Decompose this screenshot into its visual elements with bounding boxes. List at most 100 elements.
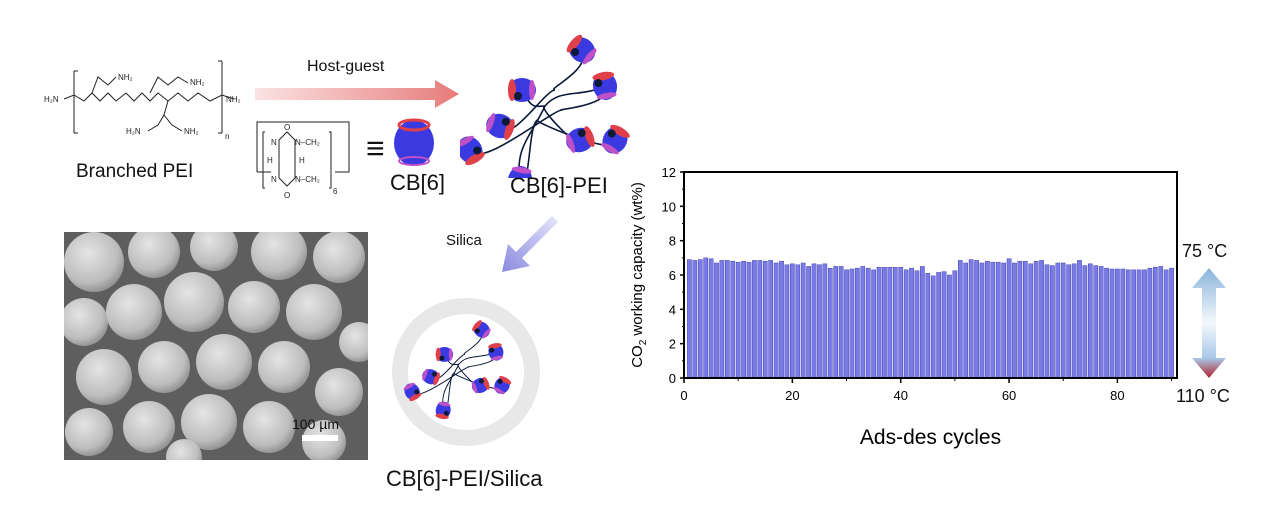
- bar: [947, 274, 952, 379]
- h-label: H: [267, 156, 273, 165]
- cb6-unit-icon: [435, 347, 454, 362]
- bar: [697, 259, 703, 379]
- bar: [1039, 260, 1044, 379]
- x-tick-label: 80: [1110, 388, 1124, 403]
- silica-sphere: [243, 401, 295, 453]
- co2-capacity-bar-chart: 0 2 4 6 8 10 12 0 20 40 60 80 Ads-des cycles CO2 work…: [629, 165, 1178, 449]
- nh2-label: NH₂: [118, 73, 133, 82]
- h2n-label: H₂N: [44, 95, 59, 104]
- bar: [909, 267, 914, 379]
- bar: [1131, 269, 1136, 379]
- bar: [1060, 262, 1066, 379]
- bar: [779, 261, 784, 379]
- cb6-pei-label: CB[6]-PEI: [510, 173, 608, 198]
- cb6-unit-icon: [435, 401, 451, 420]
- ch2-label: N–CH₂: [295, 175, 320, 184]
- bar: [1163, 269, 1169, 379]
- desorption-temp-label: 110 °C: [1176, 386, 1230, 406]
- bar: [941, 271, 947, 379]
- cb6-unit-icon: [422, 368, 440, 386]
- bar: [708, 258, 714, 379]
- cb6-pei-silica-label: CB[6]-PEI/Silica: [386, 466, 543, 491]
- bar: [952, 270, 958, 379]
- cb6-unit-icon: [493, 376, 512, 395]
- bar: [887, 267, 893, 379]
- bar: [1109, 268, 1115, 379]
- bar: [800, 262, 806, 379]
- bar: [1153, 267, 1158, 379]
- bar: [725, 260, 730, 379]
- silica-arrow: [502, 216, 558, 272]
- bar: [838, 266, 844, 379]
- bar: [1066, 264, 1071, 379]
- silica-sphere: [251, 232, 307, 280]
- bar: [974, 260, 979, 379]
- bar: [719, 260, 725, 379]
- silica-sphere: [64, 232, 124, 292]
- silica-sphere: [106, 284, 162, 340]
- x-axis-label: Ads-des cycles: [860, 426, 1001, 449]
- branched-pei-label: Branched PEI: [76, 161, 194, 182]
- silica-sphere: [190, 232, 238, 271]
- cb6-pei-complex: [460, 34, 630, 178]
- cb6-unit-icon: [486, 113, 515, 140]
- scale-bar-label: 100 µm: [292, 416, 339, 432]
- silica-sphere: [181, 394, 237, 450]
- silica-sphere: [164, 272, 224, 332]
- bar: [968, 259, 974, 379]
- bar: [822, 263, 828, 379]
- bar: [1093, 265, 1099, 379]
- y-tick-label: 10: [662, 199, 676, 214]
- bar: [1028, 263, 1034, 379]
- silica-sphere: [138, 341, 190, 393]
- bar: [714, 262, 719, 379]
- bar: [768, 260, 773, 379]
- bar: [849, 268, 855, 379]
- o-label: O: [284, 123, 290, 132]
- bar: [914, 270, 920, 379]
- bar: [930, 275, 936, 379]
- bar: [1012, 262, 1017, 379]
- bar: [1142, 269, 1147, 379]
- bar: [1136, 269, 1142, 379]
- bar: [762, 261, 768, 379]
- nh2-label: NH₂: [226, 95, 241, 104]
- silica-sphere: [123, 401, 175, 453]
- host-guest-arrow: [255, 80, 459, 108]
- bar: [882, 267, 887, 379]
- bar: [827, 267, 833, 379]
- h-label: H: [299, 156, 305, 165]
- cb6-unit-icon: [488, 343, 504, 361]
- nh2-label: NH₂: [190, 78, 205, 87]
- equivalent-sign: ≡: [366, 130, 385, 166]
- cb6-unit-icon: [471, 376, 490, 394]
- bar: [752, 260, 757, 379]
- bar: [1088, 263, 1093, 379]
- cb6-structure: O O N N N–CH₂ N–CH₂ H H 6: [256, 121, 350, 200]
- bar: [1033, 261, 1039, 379]
- bar: [1055, 262, 1061, 379]
- silica-sphere: [339, 322, 368, 362]
- cb6-unit-icon: [460, 135, 485, 166]
- y-tick-label: 12: [662, 165, 676, 180]
- y-tick-label: 0: [669, 371, 676, 386]
- x-tick-label: 60: [1002, 388, 1016, 403]
- bar: [1125, 269, 1131, 379]
- sem-micrograph: [64, 232, 368, 460]
- bar: [1071, 263, 1077, 379]
- subscript-6-label: 6: [333, 187, 338, 196]
- bar: [1077, 260, 1082, 379]
- bar: [806, 266, 811, 379]
- bar: [876, 267, 882, 379]
- y-tick-label: 6: [669, 268, 676, 283]
- bar: [692, 260, 698, 379]
- branched-pei-structure: H₂N NH₂ NH₂ NH₂ H₂N NH₂ n: [44, 60, 241, 141]
- bar: [687, 259, 692, 379]
- bar: [1044, 264, 1050, 379]
- bar: [936, 272, 941, 379]
- cb6-label: CB[6]: [390, 170, 446, 195]
- silica-sphere: [166, 439, 202, 460]
- bar: [735, 261, 741, 379]
- silica-sphere: [228, 281, 280, 333]
- cb6-unit-icon: [601, 124, 630, 155]
